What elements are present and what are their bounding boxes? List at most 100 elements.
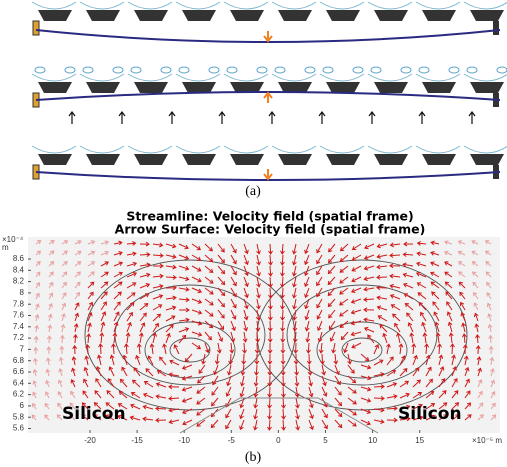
bubble [161, 67, 171, 73]
channel [368, 74, 412, 81]
channel [80, 2, 124, 9]
bubble [323, 67, 333, 73]
channel [368, 146, 412, 153]
y-tick-label: 6.2 [13, 390, 25, 399]
bubble [227, 67, 237, 73]
electrode [422, 154, 456, 165]
bubble [131, 67, 141, 73]
channel [32, 146, 76, 153]
plot-title: Arrow Surface: Velocity field (spatial f… [115, 222, 426, 237]
y-unit: m [2, 243, 9, 252]
flow-arrow [69, 112, 75, 124]
y-tick-label: 6 [20, 401, 25, 410]
channel [176, 2, 220, 9]
channel [464, 2, 507, 9]
motion-arrow [264, 31, 272, 41]
electrode [374, 154, 408, 165]
channel [320, 2, 364, 9]
electrode [182, 154, 216, 165]
electrode [134, 10, 168, 21]
x-tick-label: -5 [228, 436, 236, 445]
bubble [275, 67, 285, 73]
electrode [470, 10, 504, 21]
channel [80, 146, 124, 153]
y-tick-label: 6.8 [13, 356, 25, 365]
channel [320, 74, 364, 81]
bubble [353, 67, 363, 73]
bubble [65, 67, 75, 73]
bubble [209, 67, 219, 73]
electrode [38, 82, 72, 93]
electrode [422, 82, 456, 93]
channel [416, 74, 460, 81]
channel [272, 74, 316, 81]
electrode [326, 154, 360, 165]
channel [416, 2, 460, 9]
y-tick-label: 7 [20, 345, 25, 354]
electrode [470, 82, 504, 93]
electrode [374, 82, 408, 93]
flow-arrow [369, 112, 375, 124]
bubble [371, 67, 381, 73]
electrode [374, 10, 408, 21]
channel [368, 2, 412, 9]
bubble [467, 67, 477, 73]
x-tick-label: 10 [368, 436, 377, 445]
x-tick-label: 15 [415, 436, 424, 445]
bubble [401, 67, 411, 73]
electrode [278, 10, 312, 21]
channel [272, 2, 316, 9]
y-tick-label: 8.6 [13, 254, 25, 263]
electrode [326, 10, 360, 21]
channel [224, 146, 268, 153]
electrode [134, 82, 168, 93]
x-tick-label: -10 [178, 436, 190, 445]
flow-arrow [269, 112, 275, 124]
bubble [257, 67, 267, 73]
channel [224, 2, 268, 9]
y-tick-label: 7.2 [13, 333, 25, 342]
y-tick-label: 8.4 [13, 265, 25, 274]
bubble [113, 67, 123, 73]
y-tick-label: 6.6 [13, 367, 25, 376]
y-tick-label: 8 [20, 288, 25, 297]
y-tick-label: 7.4 [13, 322, 25, 331]
electrode [38, 154, 72, 165]
electrode [86, 82, 120, 93]
electrode [182, 82, 216, 93]
x-tick-label: 5 [323, 436, 328, 445]
flow-arrow [169, 112, 175, 124]
y-tick-label: 7.6 [13, 311, 25, 320]
electrode [230, 154, 264, 165]
channel [176, 146, 220, 153]
electrode [422, 10, 456, 21]
channel [32, 74, 76, 81]
x-exponent: ×10⁻⁵ m [472, 436, 502, 445]
channel [176, 74, 220, 81]
motion-arrow [264, 93, 272, 103]
channel [80, 74, 124, 81]
wall [493, 21, 499, 35]
electrode [326, 82, 360, 93]
bubble [497, 67, 507, 73]
channel [320, 146, 364, 153]
electrode [230, 10, 264, 21]
electrode [134, 154, 168, 165]
channel [464, 146, 507, 153]
electrode [38, 10, 72, 21]
channel [128, 146, 172, 153]
bubble [449, 67, 459, 73]
x-tick-label: -20 [84, 436, 96, 445]
flow-arrow [119, 112, 125, 124]
bubble [179, 67, 189, 73]
caption: (a) [245, 184, 261, 199]
channel [32, 2, 76, 9]
channel [128, 74, 172, 81]
channel [128, 2, 172, 9]
material-label: Silicon [398, 404, 462, 424]
x-tick-label: -15 [131, 436, 143, 445]
caption: (b) [245, 450, 262, 465]
material-label: Silicon [62, 404, 126, 424]
bubble [35, 67, 45, 73]
channel [464, 74, 507, 81]
